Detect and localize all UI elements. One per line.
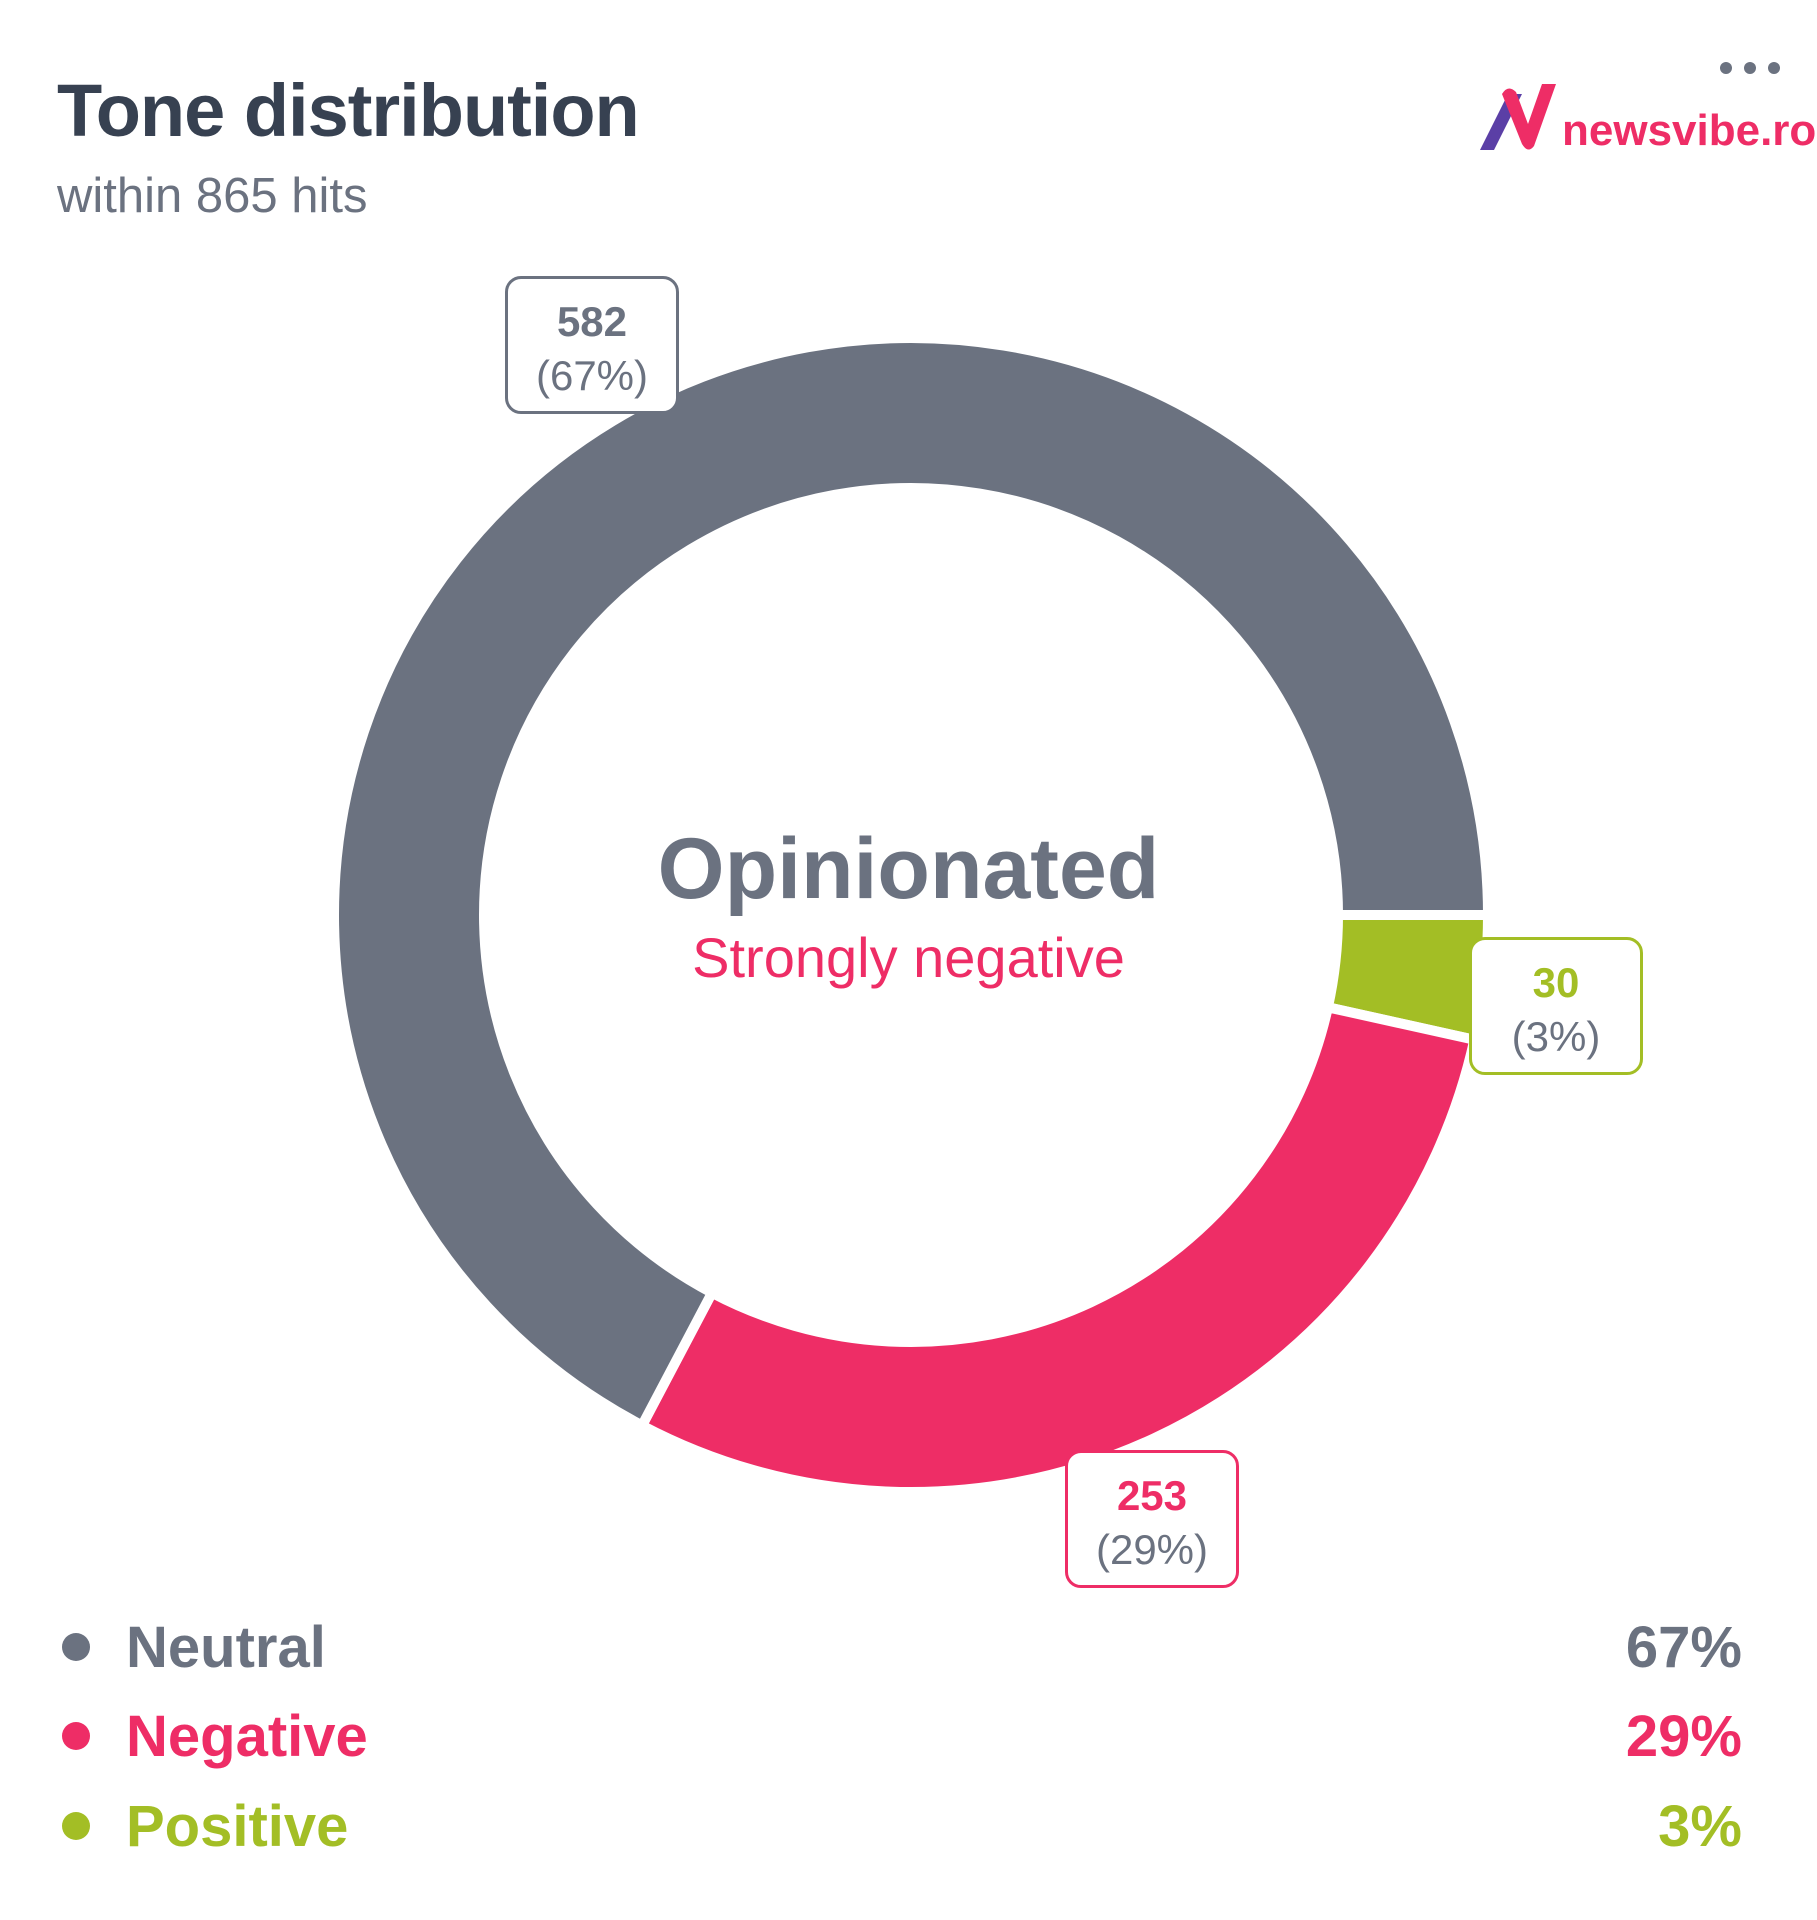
legend-dot-icon <box>62 1812 90 1840</box>
data-label-percent: (29%) <box>1095 1526 1209 1573</box>
data-label-value: 253 <box>1116 1472 1188 1519</box>
data-label-value: 30 <box>1532 959 1580 1006</box>
center-tone-sublabel: Strongly negative <box>692 926 1125 989</box>
legend-percent: 67% <box>1625 1614 1742 1680</box>
card-title: Tone distribution <box>57 69 640 152</box>
data-label-positive: 30 (3%) <box>1469 937 1643 1075</box>
data-label-neutral: 582 (67%) <box>505 276 679 414</box>
more-horizontal-icon[interactable] <box>1720 62 1780 74</box>
donut-slice-negative[interactable] <box>635 1001 1481 1498</box>
legend-item-positive[interactable]: Positive 3% <box>62 1791 1742 1861</box>
legend-item-neutral[interactable]: Neutral 67% <box>62 1612 1742 1682</box>
center-tone-label: Opinionated <box>657 821 1160 917</box>
data-label-percent: (67%) <box>535 352 649 399</box>
legend-label: Positive <box>126 1793 349 1859</box>
legend-dot-icon <box>62 1722 90 1750</box>
legend-label: Neutral <box>126 1614 326 1680</box>
legend-percent: 29% <box>1625 1703 1742 1769</box>
newsvibe-logo: newsvibe.ro <box>1478 80 1816 155</box>
logo-n-icon <box>1480 84 1556 150</box>
data-label-negative: 253 (29%) <box>1065 1450 1239 1588</box>
donut-slice-neutral[interactable] <box>329 333 1494 1433</box>
legend-label: Negative <box>126 1703 368 1769</box>
legend-dot-icon <box>62 1633 90 1661</box>
legend-item-negative[interactable]: Negative 29% <box>62 1701 1742 1771</box>
data-label-percent: (3%) <box>1511 1013 1601 1060</box>
data-label-value: 582 <box>556 298 628 345</box>
card-subtitle: within 865 hits <box>57 169 368 223</box>
legend-percent: 3% <box>1658 1793 1742 1859</box>
logo-text: newsvibe.ro <box>1562 106 1817 155</box>
